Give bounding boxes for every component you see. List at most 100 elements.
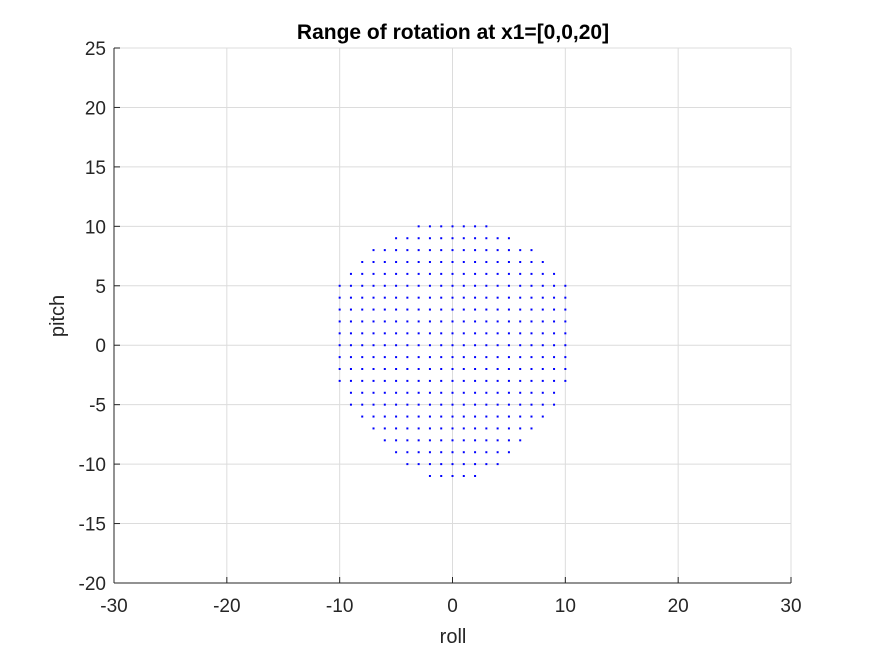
data-point — [383, 368, 386, 370]
data-point — [462, 332, 465, 335]
data-point — [406, 308, 409, 311]
data-point — [451, 463, 454, 466]
data-point — [383, 427, 386, 430]
data-point — [361, 332, 364, 335]
data-point — [530, 308, 533, 311]
data-point — [451, 225, 454, 228]
data-point — [462, 308, 465, 311]
data-point — [451, 427, 454, 430]
data-point — [440, 427, 443, 430]
data-point — [417, 439, 420, 442]
data-point — [372, 368, 375, 370]
data-point — [417, 332, 420, 335]
data-point — [440, 249, 443, 252]
x-tick-label: 0 — [447, 596, 458, 617]
data-point — [496, 379, 499, 382]
data-point — [519, 272, 522, 275]
data-point — [451, 403, 454, 406]
data-point — [462, 261, 465, 263]
data-point — [519, 344, 522, 347]
data-point — [372, 427, 375, 430]
data-point — [541, 368, 544, 370]
y-tick-label: 10 — [85, 217, 106, 238]
data-point — [440, 356, 443, 359]
data-point — [507, 427, 510, 430]
data-point — [440, 463, 443, 466]
data-point — [507, 272, 510, 275]
data-point — [474, 379, 477, 382]
data-point — [485, 225, 488, 228]
data-point — [530, 427, 533, 430]
data-point — [519, 391, 522, 394]
data-point — [428, 261, 431, 263]
data-point — [361, 261, 364, 263]
data-point — [519, 368, 522, 370]
data-point — [519, 332, 522, 335]
data-point — [485, 237, 488, 240]
data-point — [553, 379, 556, 382]
data-point — [474, 249, 477, 252]
data-point — [428, 225, 431, 228]
data-point — [530, 261, 533, 263]
data-point — [428, 475, 431, 477]
data-point — [485, 296, 488, 299]
x-tick-label: 20 — [668, 596, 689, 617]
y-tick-label: -10 — [79, 455, 106, 476]
data-point — [485, 261, 488, 263]
data-point — [428, 391, 431, 394]
data-point — [485, 379, 488, 382]
data-point — [417, 225, 420, 228]
data-point — [485, 463, 488, 466]
data-point — [395, 320, 398, 323]
data-point — [451, 284, 454, 287]
data-point — [406, 368, 409, 370]
data-point — [383, 332, 386, 335]
data-point — [451, 308, 454, 311]
data-point — [507, 320, 510, 323]
data-point — [496, 344, 499, 347]
y-tick-label: 5 — [95, 277, 106, 298]
data-point — [474, 356, 477, 359]
data-point — [530, 379, 533, 382]
data-point — [428, 403, 431, 406]
data-point — [519, 308, 522, 311]
x-tick-label: -20 — [213, 596, 240, 617]
data-point — [474, 320, 477, 323]
data-point — [530, 272, 533, 275]
data-point — [530, 391, 533, 394]
y-axis-label: pitch — [47, 295, 69, 337]
data-point — [507, 356, 510, 359]
data-point — [338, 332, 341, 335]
data-point — [462, 379, 465, 382]
data-point — [462, 391, 465, 394]
data-point — [474, 463, 477, 466]
data-point — [474, 403, 477, 406]
data-point — [417, 284, 420, 287]
data-point — [440, 403, 443, 406]
data-point — [440, 225, 443, 228]
data-point — [406, 320, 409, 323]
data-point — [361, 308, 364, 311]
data-point — [462, 451, 465, 454]
data-point — [338, 368, 341, 370]
data-point — [507, 308, 510, 311]
data-point — [462, 356, 465, 359]
data-point — [564, 332, 567, 335]
data-point — [383, 284, 386, 287]
data-point — [462, 403, 465, 406]
data-point — [519, 379, 522, 382]
data-point — [349, 272, 352, 275]
data-point — [349, 296, 352, 299]
data-point — [507, 451, 510, 454]
data-point — [474, 368, 477, 370]
data-point — [395, 379, 398, 382]
data-series — [338, 225, 567, 477]
data-point — [428, 296, 431, 299]
data-point — [428, 320, 431, 323]
data-point — [428, 439, 431, 442]
data-point — [406, 249, 409, 252]
data-point — [496, 332, 499, 335]
data-point — [474, 391, 477, 394]
data-point — [349, 368, 352, 370]
data-point — [553, 296, 556, 299]
